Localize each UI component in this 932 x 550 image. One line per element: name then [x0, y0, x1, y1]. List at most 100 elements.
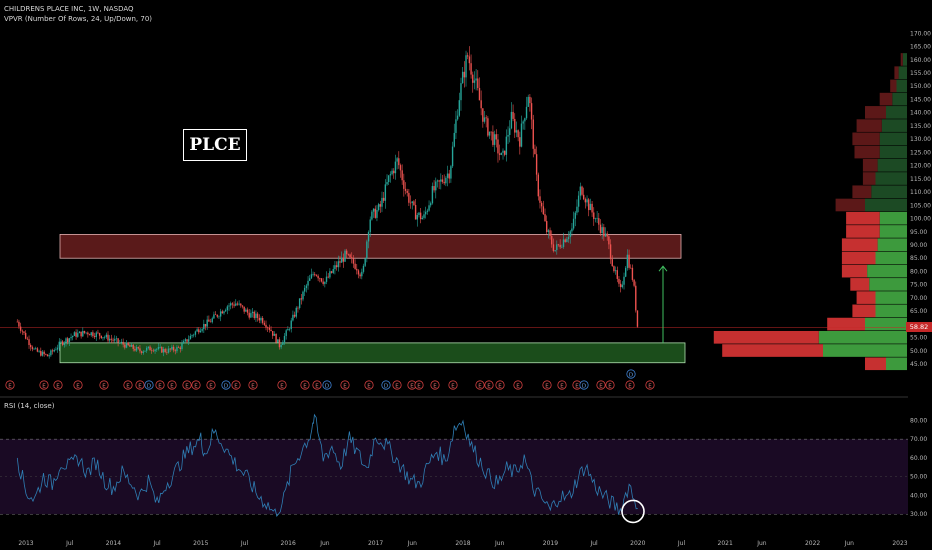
candle-body: [310, 274, 313, 279]
candle-body: [270, 329, 272, 331]
candle-body: [440, 179, 442, 182]
candle-body: [436, 180, 439, 182]
candle-body: [107, 334, 109, 341]
resistance-zone[interactable]: [59, 233, 682, 259]
candle-body: [275, 333, 277, 343]
candle-body: [445, 177, 447, 184]
candle-body: [396, 158, 398, 162]
price-tick-label: 90.00: [910, 242, 927, 249]
candle-body: [394, 161, 397, 174]
time-tick-label: Jun: [494, 540, 505, 547]
earnings-marker: E: [73, 380, 83, 390]
candle-body: [98, 333, 101, 336]
volume-profile-down-bar: [856, 291, 876, 304]
earnings-marker-label: E: [185, 383, 189, 389]
earnings-marker-circle: [448, 380, 458, 390]
candle-body: [399, 165, 402, 171]
candle-body: [624, 267, 627, 277]
candle-body: [114, 338, 116, 341]
candle-body: [149, 346, 151, 351]
candle-body: [120, 341, 123, 343]
earnings-marker: E: [155, 380, 165, 390]
candle-body: [582, 194, 585, 200]
volume-profile-down-bar: [713, 330, 819, 344]
candle-body: [534, 148, 536, 155]
candle-body: [334, 265, 336, 270]
candle-body: [593, 212, 595, 219]
candle-body: [591, 203, 593, 213]
earnings-marker: E: [645, 380, 655, 390]
vpvr-legend[interactable]: VPVR (Number Of Rows, 24, Up/Down, 70): [4, 15, 153, 23]
candle-body: [68, 338, 71, 343]
price-tick-label: 75.00: [910, 282, 927, 289]
earnings-marker-circle: [167, 380, 177, 390]
candle-body: [477, 78, 479, 88]
candle-body: [431, 186, 434, 204]
price-tick-label: 130.00: [910, 136, 931, 143]
candle-body: [411, 201, 413, 204]
candle-body: [117, 338, 119, 343]
candle-body: [631, 267, 634, 280]
price-tick-label: 105.00: [910, 202, 931, 209]
rsi-low-highlight: [621, 499, 645, 524]
candle-body: [388, 175, 390, 183]
volume-profile-up-bar: [875, 251, 907, 265]
price-axis[interactable]: 45.0050.0055.0060.0065.0070.0075.0080.00…: [910, 30, 931, 368]
rsi-axis[interactable]: 30.00 40.00 50.00 60.00 70.00 80.00: [910, 417, 927, 518]
candle-body: [172, 346, 175, 351]
candle-body: [458, 100, 461, 116]
volume-profile-up-bar: [886, 106, 907, 119]
candle-body: [480, 100, 482, 109]
candle-body: [258, 317, 260, 321]
earnings-marker-circle: [300, 380, 310, 390]
candle-body: [366, 241, 368, 259]
candle-body: [75, 332, 77, 337]
volume-profile-down-bar: [865, 357, 886, 371]
candle-body: [569, 231, 571, 238]
volume-profile-up-bar: [879, 225, 907, 238]
candle-body: [451, 146, 454, 167]
time-axis[interactable]: 2013 Jul 2014 Jul 2015 Jul 2016 Jun 2017 Jun 2018 J…: [18, 540, 907, 547]
candle-body: [103, 337, 106, 338]
candle-body: [230, 303, 232, 306]
candle-body: [124, 344, 126, 348]
candle-body: [507, 134, 509, 137]
support-zone[interactable]: [59, 342, 686, 364]
candle-body: [129, 345, 131, 347]
candle-body: [611, 259, 613, 267]
candle-body: [88, 334, 91, 336]
candle-body: [618, 278, 620, 284]
candle-body: [421, 217, 424, 220]
symbol-title: CHILDRENS PLACE INC, 1W, NASDAQ: [4, 5, 134, 13]
candle-body: [601, 227, 603, 234]
candle-body: [571, 228, 573, 232]
plce-label-box: PLCE: [183, 129, 247, 161]
time-tick-label: Jun: [844, 540, 855, 547]
candle-body: [384, 184, 387, 201]
volume-profile-up-bar: [867, 264, 907, 278]
candle-body: [303, 288, 306, 292]
candle-body: [182, 341, 185, 344]
candle-body: [268, 327, 271, 330]
rsi-tick-label: 30.00: [910, 511, 927, 518]
earnings-marker-circle: [312, 380, 322, 390]
candle-body: [80, 331, 82, 337]
candle-body: [122, 341, 124, 345]
candle-body: [184, 339, 187, 342]
candle-body: [300, 298, 303, 300]
candle-body: [515, 130, 518, 133]
candle-body: [30, 345, 32, 348]
candle-body: [403, 180, 405, 189]
candle-body: [357, 270, 360, 275]
time-tick-label: Jul: [65, 540, 74, 547]
candle-body: [260, 318, 262, 321]
price-tick-label: 55.00: [910, 335, 927, 342]
candle-body: [189, 335, 192, 340]
candle-body: [502, 150, 504, 153]
rsi-legend[interactable]: RSI (14, close): [4, 402, 55, 410]
candle-body: [413, 201, 415, 205]
candle-body: [223, 311, 225, 314]
candle-body: [416, 215, 418, 220]
earnings-marker-label: E: [498, 383, 502, 389]
